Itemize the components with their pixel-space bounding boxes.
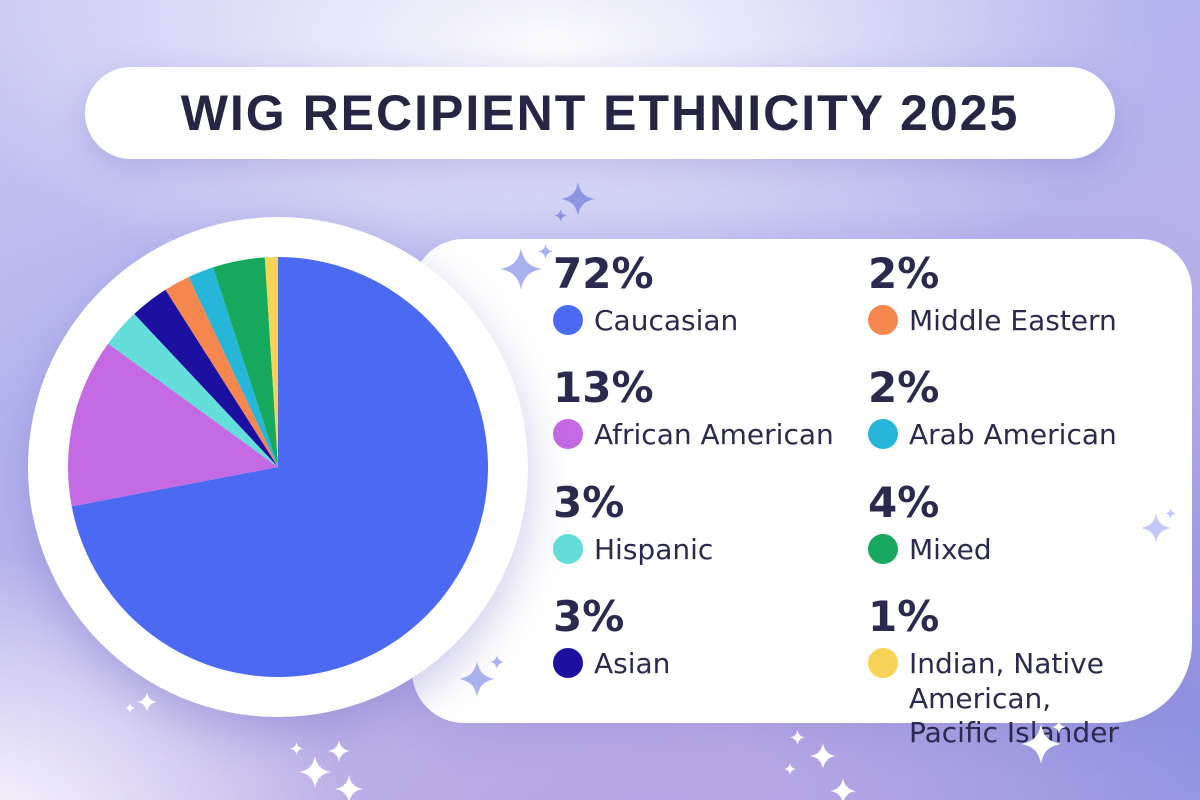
legend-color-dot: [553, 305, 583, 335]
sparkle-icon: [328, 740, 350, 762]
legend: 72% Caucasian 13% African American 3% Hispani…: [553, 253, 1168, 780]
legend-column-right: 2% Middle Eastern 2% Arab American 4% Mixed 1%…: [868, 253, 1168, 780]
pie-slice-2: [68, 343, 279, 507]
sparkle-icon: [289, 741, 303, 755]
legend-percent: 3%: [553, 477, 625, 527]
legend-percent: 4%: [868, 477, 940, 527]
legend-item: 72% Caucasian: [553, 253, 868, 338]
legend-item: 3% Asian: [553, 596, 868, 681]
legend-percent: 2%: [868, 249, 940, 298]
legend-color-dot: [553, 533, 583, 564]
legend-label: Caucasian: [594, 304, 739, 337]
title-pill: WIG RECIPIENT ETHNICITY 2025: [85, 67, 1115, 159]
legend-label: African American: [594, 418, 834, 452]
sparkle-icon: [299, 756, 331, 788]
pie-slice-6: [188, 267, 278, 467]
sparkle-icon: [561, 182, 595, 216]
legend-percent: 72%: [553, 249, 654, 298]
legend-label: Hispanic: [594, 532, 714, 566]
sparkle-icon: [830, 778, 856, 800]
legend-label: Asian: [594, 647, 671, 681]
legend-item: 1% Indian, Native American, Pacific Islan…: [868, 596, 1168, 750]
sparkle-icon: [335, 775, 363, 800]
pie-slice-4: [134, 289, 278, 467]
pie-chart: [68, 257, 488, 677]
legend-label: Mixed: [909, 532, 992, 566]
pie-slice-3: [108, 313, 278, 467]
pie-slice-5: [165, 276, 278, 467]
sparkle-icon: [553, 208, 567, 222]
pie-slice-7: [213, 257, 278, 467]
legend-color-dot: [868, 648, 898, 679]
sparkle-icon: [125, 703, 135, 713]
legend-percent: 13%: [553, 363, 654, 413]
legend-label: Indian, Native American, Pacific Islande…: [909, 647, 1119, 750]
legend-percent: 1%: [868, 592, 940, 642]
legend-label: Arab American: [909, 418, 1117, 452]
legend-color-dot: [868, 419, 898, 450]
legend-percent: 2%: [868, 363, 940, 413]
pie-chart-circle: [28, 217, 528, 717]
pie-slice-8: [264, 257, 278, 467]
legend-percent: 3%: [553, 592, 625, 642]
legend-color-dot: [553, 648, 583, 679]
legend-label: Middle Eastern: [909, 304, 1117, 337]
legend-item: 13% African American: [553, 367, 868, 452]
legend-item: 4% Mixed: [868, 477, 1168, 567]
legend-item: 3% Hispanic: [553, 477, 868, 567]
sparkle-icon: [137, 692, 157, 712]
legend-card: 72% Caucasian 13% African American 3% Hispani…: [412, 239, 1192, 749]
legend-color-dot: [868, 533, 898, 564]
page-title: WIG RECIPIENT ETHNICITY 2025: [180, 85, 1020, 141]
legend-column-left: 72% Caucasian 13% African American 3% Hispani…: [553, 253, 868, 780]
legend-color-dot: [553, 419, 583, 450]
legend-item: 2% Arab American: [868, 367, 1168, 452]
legend-color-dot: [868, 305, 898, 335]
pie-slice-1: [71, 257, 488, 677]
legend-item: 2% Middle Eastern: [868, 253, 1168, 338]
